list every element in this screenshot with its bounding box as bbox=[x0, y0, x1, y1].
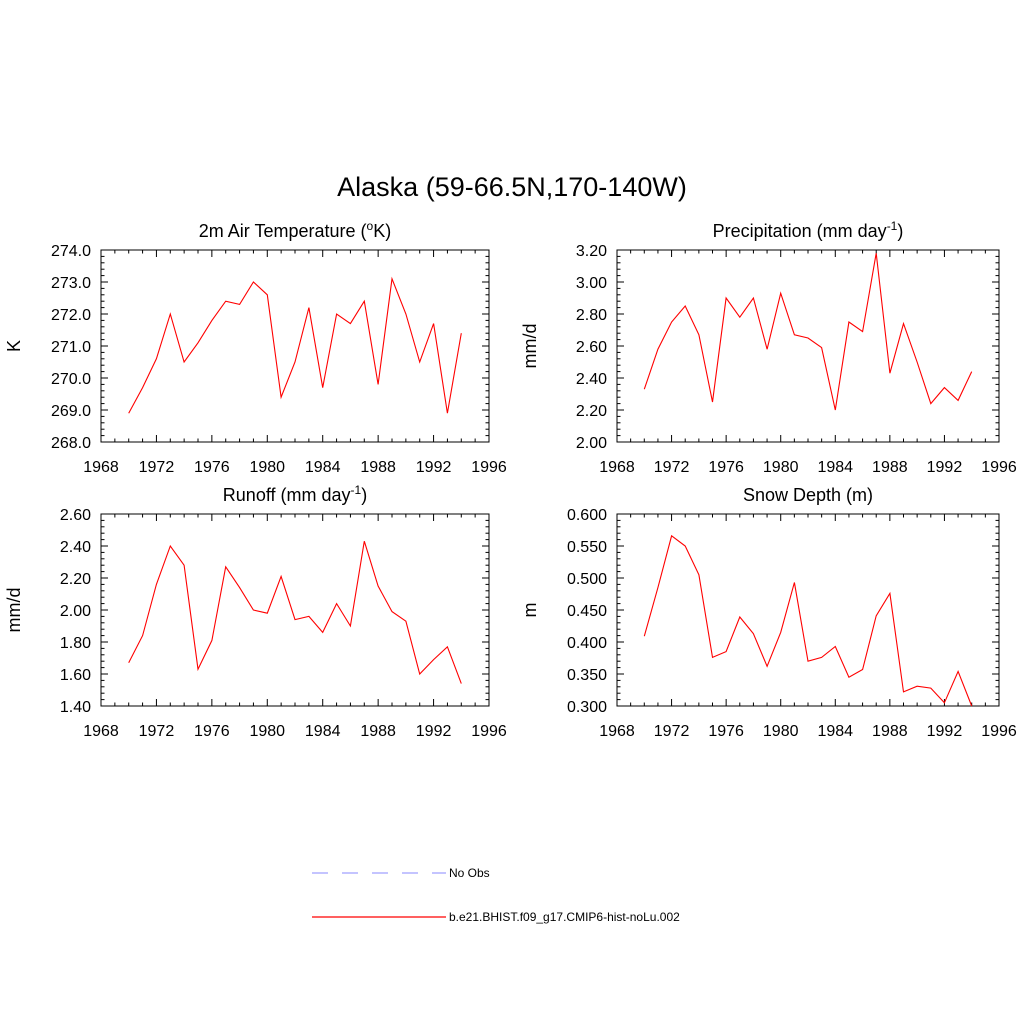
panel-title-superscript: o bbox=[367, 219, 374, 233]
y-tick-label: 3.20 bbox=[576, 243, 607, 260]
y-tick-label: 2.40 bbox=[60, 539, 91, 556]
y-tick-label: 1.40 bbox=[60, 699, 91, 716]
panel-title-main: 2m Air Temperature ( bbox=[199, 221, 367, 241]
legend-label: b.e21.BHIST.f09_g17.CMIP6-hist-noLu.002 bbox=[449, 910, 680, 924]
panel-title-main: Runoff (mm day bbox=[223, 485, 351, 505]
x-tick-label: 1972 bbox=[139, 459, 175, 476]
x-tick-label: 1976 bbox=[708, 723, 744, 740]
x-tick-label: 1988 bbox=[360, 459, 396, 476]
y-axis-label: K bbox=[4, 340, 24, 352]
x-tick-label: 1968 bbox=[599, 723, 635, 740]
legend-item: b.e21.BHIST.f09_g17.CMIP6-hist-noLu.002 bbox=[312, 910, 680, 924]
x-tick-label: 1976 bbox=[194, 723, 230, 740]
x-tick-label: 1980 bbox=[249, 723, 285, 740]
x-tick-label: 1996 bbox=[981, 723, 1017, 740]
panel-title-main: Snow Depth (m) bbox=[743, 485, 873, 505]
series-line bbox=[643, 534, 973, 707]
y-tick-label: 1.60 bbox=[60, 667, 91, 684]
x-tick-label: 1976 bbox=[708, 459, 744, 476]
plot-frame bbox=[616, 513, 1000, 707]
y-tick-label: 2.00 bbox=[60, 603, 91, 620]
y-tick-label: 273.0 bbox=[51, 275, 91, 292]
x-tick-label: 1992 bbox=[416, 459, 452, 476]
x-tick-label: 1992 bbox=[927, 459, 963, 476]
x-tick-label: 1980 bbox=[763, 723, 799, 740]
x-tick-label: 1976 bbox=[194, 459, 230, 476]
y-tick-label: 0.350 bbox=[567, 667, 607, 684]
y-tick-label: 2.60 bbox=[576, 339, 607, 356]
plot-frame bbox=[100, 513, 490, 707]
y-axis-label: mm/d bbox=[4, 588, 24, 633]
chart-panel-4: Snow Depth (m) m 1968 1972 1976 1980 1984 1988 1… bbox=[520, 485, 1017, 740]
y-tick-label: 2.20 bbox=[60, 571, 91, 588]
y-tick-label: 0.450 bbox=[567, 603, 607, 620]
x-tick-label: 1980 bbox=[763, 459, 799, 476]
y-tick-label: 0.300 bbox=[567, 699, 607, 716]
panel-title-superscript: -1 bbox=[887, 219, 898, 233]
series-line bbox=[643, 253, 973, 411]
panel-title-end: ) bbox=[361, 485, 367, 505]
y-tick-label: 268.0 bbox=[51, 435, 91, 452]
y-tick-label: 1.80 bbox=[60, 635, 91, 652]
x-tick-label: 1996 bbox=[471, 723, 507, 740]
panel-title: 2m Air Temperature (oK) bbox=[199, 219, 391, 241]
x-tick-label: 1996 bbox=[981, 459, 1017, 476]
y-tick-label: 0.600 bbox=[567, 507, 607, 524]
x-tick-label: 1984 bbox=[305, 459, 341, 476]
y-tick-label: 2.80 bbox=[576, 307, 607, 324]
y-tick-label: 2.20 bbox=[576, 403, 607, 420]
x-tick-label: 1984 bbox=[305, 723, 341, 740]
chart-panel-2: Precipitation (mm day-1) mm/d 1968 1972 1976… bbox=[520, 219, 1017, 476]
chart-panel-3: Runoff (mm day-1) mm/d 1968 1972 1976 1980 198… bbox=[4, 483, 507, 740]
legend: No Obs b.e21.BHIST.f09_g17.CMIP6-hist-noL… bbox=[312, 866, 680, 924]
plot-frame bbox=[100, 249, 490, 443]
x-tick-label: 1968 bbox=[83, 723, 119, 740]
y-tick-label: 269.0 bbox=[51, 403, 91, 420]
panel-title-end: ) bbox=[897, 221, 903, 241]
panels-group: 2m Air Temperature (oK) K 1968 1972 1976 1980… bbox=[4, 219, 1017, 740]
panel-title: Runoff (mm day-1) bbox=[223, 483, 367, 505]
x-tick-label: 1984 bbox=[817, 723, 853, 740]
figure-title: Alaska (59-66.5N,170-140W) bbox=[337, 172, 687, 202]
x-tick-label: 1968 bbox=[599, 459, 635, 476]
y-tick-label: 2.60 bbox=[60, 507, 91, 524]
y-tick-label: 0.400 bbox=[567, 635, 607, 652]
x-tick-label: 1988 bbox=[872, 459, 908, 476]
panel-title-main: Precipitation (mm day bbox=[713, 221, 887, 241]
panel-title-end: K) bbox=[373, 221, 391, 241]
legend-item: No Obs bbox=[312, 866, 490, 880]
series-line bbox=[128, 276, 462, 414]
x-tick-label: 1980 bbox=[249, 459, 285, 476]
y-tick-label: 0.550 bbox=[567, 539, 607, 556]
x-tick-label: 1988 bbox=[360, 723, 396, 740]
legend-label: No Obs bbox=[449, 866, 490, 880]
plot-frame bbox=[616, 249, 1000, 443]
x-tick-label: 1988 bbox=[872, 723, 908, 740]
y-axis-label: mm/d bbox=[520, 324, 540, 369]
y-tick-label: 271.0 bbox=[51, 339, 91, 356]
x-tick-label: 1984 bbox=[817, 459, 853, 476]
y-tick-label: 0.500 bbox=[567, 571, 607, 588]
panel-title: Snow Depth (m) bbox=[743, 485, 873, 505]
x-tick-label: 1972 bbox=[654, 723, 690, 740]
panel-title: Precipitation (mm day-1) bbox=[713, 219, 904, 241]
x-tick-label: 1972 bbox=[139, 723, 175, 740]
y-tick-label: 270.0 bbox=[51, 371, 91, 388]
x-tick-label: 1992 bbox=[416, 723, 452, 740]
chart-panel-1: 2m Air Temperature (oK) K 1968 1972 1976 1980… bbox=[4, 219, 507, 476]
series-line bbox=[128, 541, 462, 684]
y-tick-label: 274.0 bbox=[51, 243, 91, 260]
y-tick-label: 3.00 bbox=[576, 275, 607, 292]
y-tick-label: 2.40 bbox=[576, 371, 607, 388]
panel-title-superscript: -1 bbox=[351, 483, 362, 497]
x-tick-label: 1992 bbox=[927, 723, 963, 740]
y-axis-label: m bbox=[520, 603, 540, 618]
y-tick-label: 272.0 bbox=[51, 307, 91, 324]
x-tick-label: 1972 bbox=[654, 459, 690, 476]
y-tick-label: 2.00 bbox=[576, 435, 607, 452]
x-tick-label: 1996 bbox=[471, 459, 507, 476]
x-tick-label: 1968 bbox=[83, 459, 119, 476]
